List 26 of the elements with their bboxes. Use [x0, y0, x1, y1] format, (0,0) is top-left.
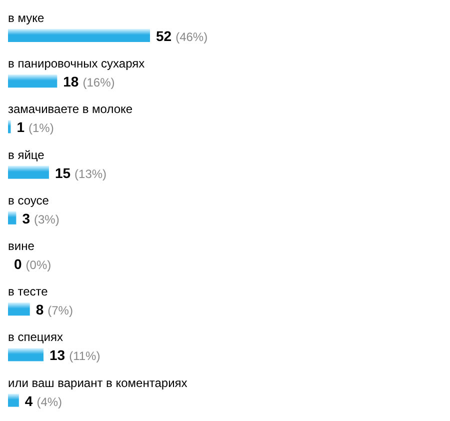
data-label: 18 (16%)	[63, 74, 115, 90]
bar	[8, 29, 150, 42]
data-label: 8 (7%)	[36, 302, 73, 318]
y-tick-label: в панировочных сухарях	[8, 56, 145, 71]
data-label: 52 (46%)	[156, 28, 208, 44]
data-label: 0 (0%)	[14, 256, 52, 272]
bar	[8, 166, 49, 179]
data-label: 15 (13%)	[54, 164, 107, 181]
y-tick-label: в специях	[8, 330, 63, 344]
bar	[8, 211, 16, 224]
bar	[8, 348, 44, 362]
data-label: 13 (11%)	[50, 347, 100, 364]
y-tick-label: вине	[8, 239, 35, 253]
bar	[8, 120, 11, 134]
data-label: 3 (3%)	[22, 210, 60, 226]
bar	[8, 302, 30, 316]
y-tick-label: замачиваете в молоке	[8, 102, 133, 116]
bar	[8, 394, 19, 407]
y-tick-label: в соусе	[8, 193, 50, 208]
bar	[8, 74, 58, 88]
y-tick-label: в тесте	[8, 284, 48, 299]
y-tick-label: или ваш вариант в коментариях	[8, 376, 188, 390]
data-label: 1 (1%)	[16, 119, 54, 136]
y-tick-label: в яйце	[8, 148, 45, 162]
y-tick-label: в муке	[8, 11, 44, 25]
data-label: 4 (4%)	[24, 392, 62, 409]
